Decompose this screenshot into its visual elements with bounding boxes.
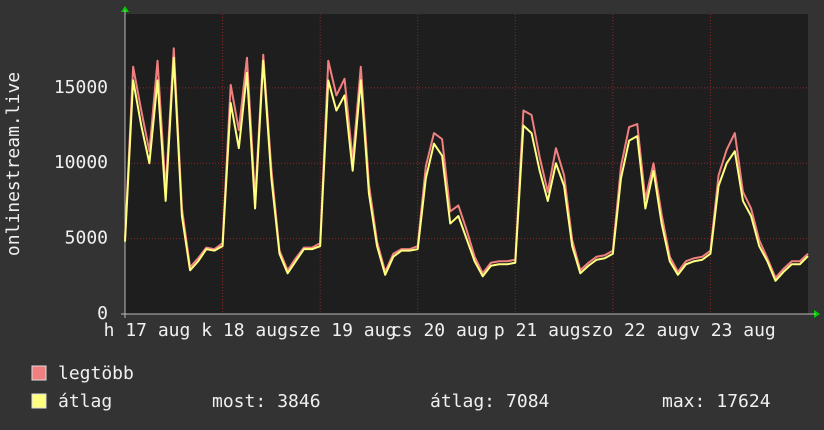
stat-label: max: bbox=[662, 391, 705, 412]
x-tick-label: cs 20 aug bbox=[391, 320, 489, 341]
x-tick-label: szo 22 aug bbox=[581, 320, 689, 341]
series-line bbox=[124, 56, 809, 282]
y-tick-label: 10000 bbox=[54, 152, 108, 173]
axis-arrow bbox=[121, 6, 129, 12]
stat-value: 3846 bbox=[277, 391, 320, 412]
legend-swatch bbox=[31, 393, 47, 409]
plot-area bbox=[125, 14, 808, 314]
legend-label: legtöbb bbox=[58, 363, 134, 384]
x-tick-label: h 17 aug bbox=[104, 320, 191, 341]
y-tick-label: 15000 bbox=[54, 77, 108, 98]
x-tick-label: p 21 aug bbox=[494, 320, 581, 341]
x-tick-label: k 18 aug bbox=[201, 320, 288, 341]
x-tick-label: v 23 aug bbox=[689, 320, 776, 341]
legend-swatch bbox=[31, 365, 47, 381]
axis-arrow bbox=[814, 310, 820, 318]
stat-value: 17624 bbox=[716, 391, 770, 412]
stat-label: most: bbox=[212, 391, 266, 412]
stat-value: 7084 bbox=[506, 391, 549, 412]
legend-label: átlag bbox=[58, 391, 112, 412]
y-tick-label: 0 bbox=[97, 303, 108, 324]
y-axis-label: onlinestream.live bbox=[3, 72, 24, 256]
stat-label: átlag: bbox=[430, 391, 495, 412]
y-tick-label: 5000 bbox=[65, 228, 108, 249]
series-line bbox=[124, 47, 809, 279]
x-tick-label: sze 19 aug bbox=[288, 320, 396, 341]
